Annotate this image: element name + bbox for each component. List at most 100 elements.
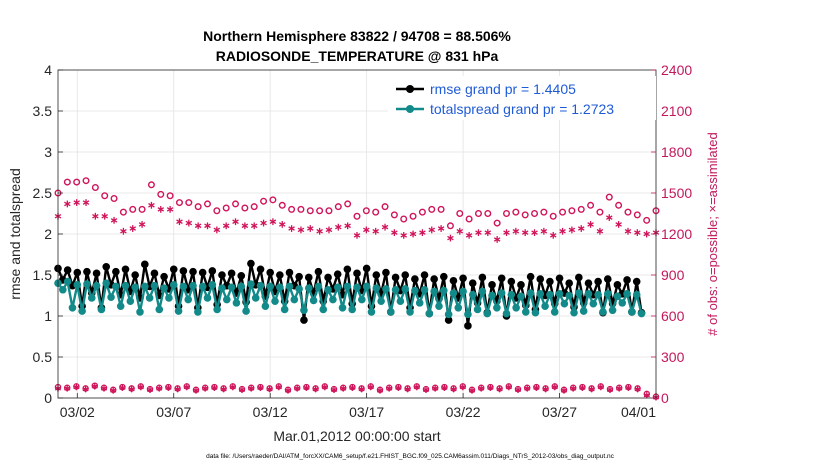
x-tick-label: 03/02 [60, 404, 95, 420]
obs-assimilated-point [503, 229, 510, 237]
totalspread-point [203, 294, 212, 302]
obs-low-assimilated-point [312, 385, 319, 393]
totalspread-point [372, 284, 381, 292]
obs-low-assimilated-point [340, 385, 347, 392]
obs-low-assimilated-point [496, 385, 503, 393]
obs-possible-point [306, 207, 314, 215]
rmse-point [594, 277, 602, 286]
obs-low-assimilated-point [570, 385, 577, 392]
obs-low-assimilated-point [73, 383, 80, 391]
asterisk-stroke [386, 386, 393, 391]
rmse-point [497, 274, 506, 283]
asterisk-stroke [353, 233, 361, 238]
asterisk-stroke [110, 388, 117, 393]
rmse-point [603, 275, 612, 283]
rmse-point [208, 267, 217, 275]
totalspread-point [555, 290, 564, 298]
rmse-point [401, 271, 410, 279]
totalspread-point [329, 295, 337, 304]
totalspread-point [589, 299, 598, 308]
obs-possible-point [73, 178, 81, 186]
obs-possible-point [381, 203, 389, 211]
obs-assimilated-point [643, 230, 650, 238]
obs-possible-point [344, 200, 352, 208]
obs-possible-point [325, 207, 333, 215]
obs-assimilated-point [381, 223, 389, 231]
obs-low-assimilated-point [156, 385, 163, 392]
rmse-point [121, 265, 130, 274]
totalspread-point [565, 291, 573, 300]
rmse-point [459, 274, 467, 283]
obs-possible-point [129, 205, 137, 213]
asterisk-stroke [475, 230, 482, 235]
asterisk-stroke [450, 386, 457, 392]
obs-assimilated-point [372, 227, 379, 235]
totalspread-point [579, 307, 588, 315]
y-axis-label-right: # of obs: o=possible; ×=assimilated [705, 132, 720, 335]
totalspread-point [116, 302, 125, 310]
obs-assimilated-point [110, 216, 118, 224]
asterisk-stroke [316, 229, 323, 234]
totalspread-point [232, 299, 241, 307]
obs-assimilated-point [437, 225, 445, 232]
totalspread-point [213, 305, 221, 314]
obs-low-assimilated-point [367, 383, 374, 391]
asterisk-stroke [349, 385, 356, 390]
asterisk-stroke [560, 388, 568, 393]
rmse-point [575, 273, 583, 282]
chart-title: Northern Hemisphere 83822 / 94708 = 88.5… [203, 28, 511, 44]
rmse-point [256, 265, 265, 274]
obs-assimilated-point [269, 218, 277, 226]
obs-low-assimilated-point [560, 387, 568, 394]
obs-assimilated-point [559, 227, 566, 235]
obs-low-assimilated-point [514, 386, 522, 393]
obs-possible-point [63, 178, 71, 186]
obs-assimilated-point [587, 221, 594, 228]
obs-possible-point [157, 190, 165, 198]
obs-low-assimilated-point [174, 385, 181, 393]
x-tick-label: 04/01 [621, 404, 656, 420]
asterisk-stroke [634, 386, 641, 392]
totalspread-point [126, 297, 135, 306]
rmse-point [227, 269, 236, 278]
asterisk-stroke [465, 233, 473, 238]
y-tick-label: 0 [44, 390, 52, 406]
asterisk-stroke [248, 386, 255, 391]
obs-assimilated-point [288, 225, 295, 232]
asterisk-stroke [391, 230, 398, 235]
x-tick-label: 03/27 [542, 404, 577, 420]
totalspread-point [425, 309, 434, 318]
legend: rmse grand pr = 1.4405 totalspread grand… [388, 76, 656, 120]
rmse-point [324, 273, 332, 282]
asterisk-stroke [232, 219, 239, 224]
obs-low-assimilated-point [505, 383, 512, 391]
totalspread-point [309, 296, 318, 305]
asterisk-stroke [559, 229, 566, 234]
asterisk-stroke [409, 231, 417, 237]
y-tick-label: 1 [44, 308, 52, 324]
obs-possible-point [185, 199, 193, 207]
totalspread-point [251, 294, 260, 302]
rmse-point [266, 268, 274, 277]
asterisk-stroke [533, 385, 540, 390]
obs-possible-point [82, 177, 90, 185]
obs-assimilated-point [148, 201, 155, 209]
totalspread-point [358, 295, 366, 304]
obs-assimilated-point [260, 219, 267, 227]
asterisk-stroke [157, 207, 165, 212]
totalspread-point [632, 290, 641, 299]
asterisk-stroke [428, 227, 436, 233]
totalspread-point [430, 287, 438, 296]
rmse-point [391, 273, 400, 282]
totalspread-point [401, 285, 410, 293]
rmse-point [382, 268, 390, 277]
y-right-tick-label: 1200 [661, 226, 692, 242]
asterisk-stroke [222, 223, 230, 229]
obs-low-assimilated-point [349, 384, 356, 391]
y-right-tick-label: 1800 [661, 144, 692, 160]
totalspread-point [541, 302, 549, 310]
obs-possible-point [110, 194, 118, 202]
rmse-point [440, 272, 448, 281]
rmse-point [372, 271, 381, 279]
totalspread-point [386, 308, 395, 316]
